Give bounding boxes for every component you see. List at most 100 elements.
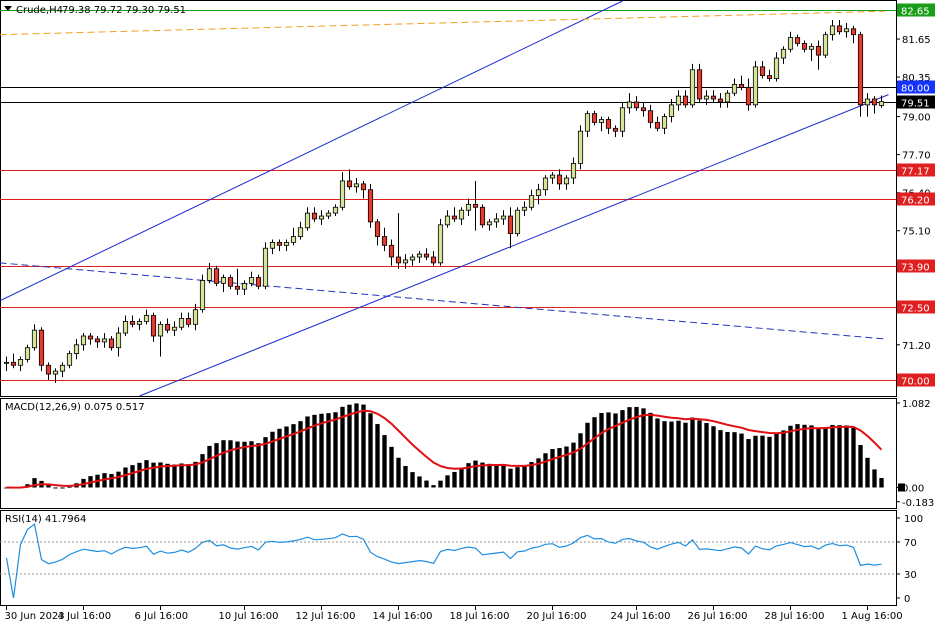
candle-body bbox=[325, 212, 332, 217]
price-plot-area bbox=[0, 0, 896, 397]
candle bbox=[605, 116, 612, 135]
candle-body bbox=[262, 247, 269, 287]
candle bbox=[115, 327, 122, 357]
candle bbox=[500, 210, 507, 225]
candle bbox=[640, 101, 647, 117]
candle bbox=[185, 312, 192, 328]
macd-histogram-bar bbox=[165, 463, 170, 488]
candle-body bbox=[220, 277, 227, 284]
macd-histogram-bar bbox=[823, 427, 828, 488]
candle bbox=[654, 116, 661, 132]
rsi-plot-area bbox=[0, 523, 896, 599]
candle bbox=[283, 239, 290, 252]
candle bbox=[535, 183, 542, 205]
candle-body bbox=[52, 370, 59, 375]
candle bbox=[241, 280, 248, 296]
macd-histogram-bar bbox=[200, 454, 205, 488]
candle-body bbox=[689, 69, 696, 106]
macd-histogram-bar bbox=[802, 424, 807, 488]
candle-body bbox=[10, 361, 17, 366]
candle bbox=[710, 90, 717, 102]
candle bbox=[66, 350, 73, 369]
candle bbox=[360, 180, 367, 199]
candle-body bbox=[38, 329, 45, 366]
candle-body bbox=[339, 180, 346, 208]
macd-histogram-bar bbox=[662, 421, 667, 488]
macd-histogram-bar bbox=[186, 464, 191, 488]
candle bbox=[262, 242, 269, 290]
candle bbox=[619, 101, 626, 138]
candle bbox=[206, 262, 213, 284]
macd-histogram-bar bbox=[655, 418, 660, 488]
descending-trendline[interactable] bbox=[0, 262, 886, 340]
macd-histogram-bar bbox=[725, 431, 730, 488]
macd-pane-border bbox=[0, 398, 897, 509]
candle-body bbox=[787, 37, 794, 50]
macd-histogram-bar bbox=[767, 436, 772, 488]
macd-histogram-bar bbox=[669, 421, 674, 488]
candle-body bbox=[388, 244, 395, 258]
candle bbox=[353, 178, 360, 193]
macd-histogram-bar bbox=[361, 404, 366, 488]
macd-histogram-bar bbox=[788, 425, 793, 488]
candle bbox=[45, 362, 52, 380]
candle bbox=[367, 183, 374, 228]
candle-body bbox=[815, 45, 822, 56]
rsi-pane[interactable]: 100 70 30 0 RSI(14) 41.7964 bbox=[0, 510, 923, 606]
candle-body bbox=[87, 335, 94, 340]
macd-histogram-bar bbox=[403, 466, 408, 488]
candle-body bbox=[808, 45, 815, 50]
candle bbox=[374, 218, 381, 246]
candle-body bbox=[94, 338, 101, 343]
macd-pane[interactable]: 1.082 0.00 -0.183 MACD(12,26,9) 0.075 0.51… bbox=[0, 398, 935, 509]
candle bbox=[290, 227, 297, 246]
candle bbox=[661, 113, 668, 135]
macd-histogram-bar bbox=[466, 463, 471, 488]
candle-body bbox=[605, 119, 612, 129]
resistance-trendline[interactable] bbox=[0, 10, 886, 36]
macd-histogram-bar bbox=[228, 440, 233, 488]
candle bbox=[584, 110, 591, 138]
candle-body bbox=[500, 215, 507, 220]
candle-body bbox=[843, 28, 850, 33]
candle-body bbox=[3, 361, 10, 364]
channel-upper-line[interactable] bbox=[0, 0, 623, 302]
macd-histogram-bar bbox=[487, 463, 492, 488]
rsi-label: RSI(14) 41.7964 bbox=[5, 514, 86, 525]
candle bbox=[542, 175, 549, 196]
candle-body bbox=[24, 347, 31, 360]
dropdown-triangle-icon[interactable] bbox=[4, 6, 12, 11]
time-tick-label: 10 Jul 16:00 bbox=[219, 611, 279, 622]
candle bbox=[703, 90, 710, 105]
macd-histogram-bar bbox=[438, 480, 443, 488]
macd-histogram-bar bbox=[704, 422, 709, 488]
candle-body bbox=[647, 110, 654, 123]
level-tag bbox=[897, 163, 935, 177]
candle-body bbox=[115, 332, 122, 349]
price-pane[interactable]: 81.6580.3579.0077.7076.4075.1071.2082.65… bbox=[0, 0, 935, 397]
candle bbox=[269, 239, 276, 255]
candle-body bbox=[409, 256, 416, 261]
candle bbox=[759, 60, 766, 79]
candle bbox=[52, 368, 59, 383]
candle bbox=[843, 22, 850, 38]
macd-histogram-bar bbox=[109, 473, 114, 488]
macd-histogram-bar bbox=[816, 428, 821, 488]
channel-lower-line[interactable] bbox=[139, 94, 889, 397]
price-tick-label: 80.35 bbox=[902, 73, 931, 84]
candle-body bbox=[584, 113, 591, 132]
macd-histogram-bar bbox=[60, 487, 65, 489]
candle bbox=[766, 69, 773, 82]
candle bbox=[507, 207, 514, 249]
level-tag-label: 72.50 bbox=[901, 304, 930, 315]
macd-histogram-bar bbox=[319, 413, 324, 488]
level-tag bbox=[897, 192, 935, 206]
candle bbox=[577, 125, 584, 170]
chart-header: Crude,H4 79.38 79.72 79.30 79.51 bbox=[4, 5, 186, 16]
candle bbox=[31, 324, 38, 351]
candle-body bbox=[185, 318, 192, 325]
candle-body bbox=[311, 212, 318, 220]
candle-body bbox=[577, 130, 584, 164]
candle-body bbox=[136, 320, 143, 325]
